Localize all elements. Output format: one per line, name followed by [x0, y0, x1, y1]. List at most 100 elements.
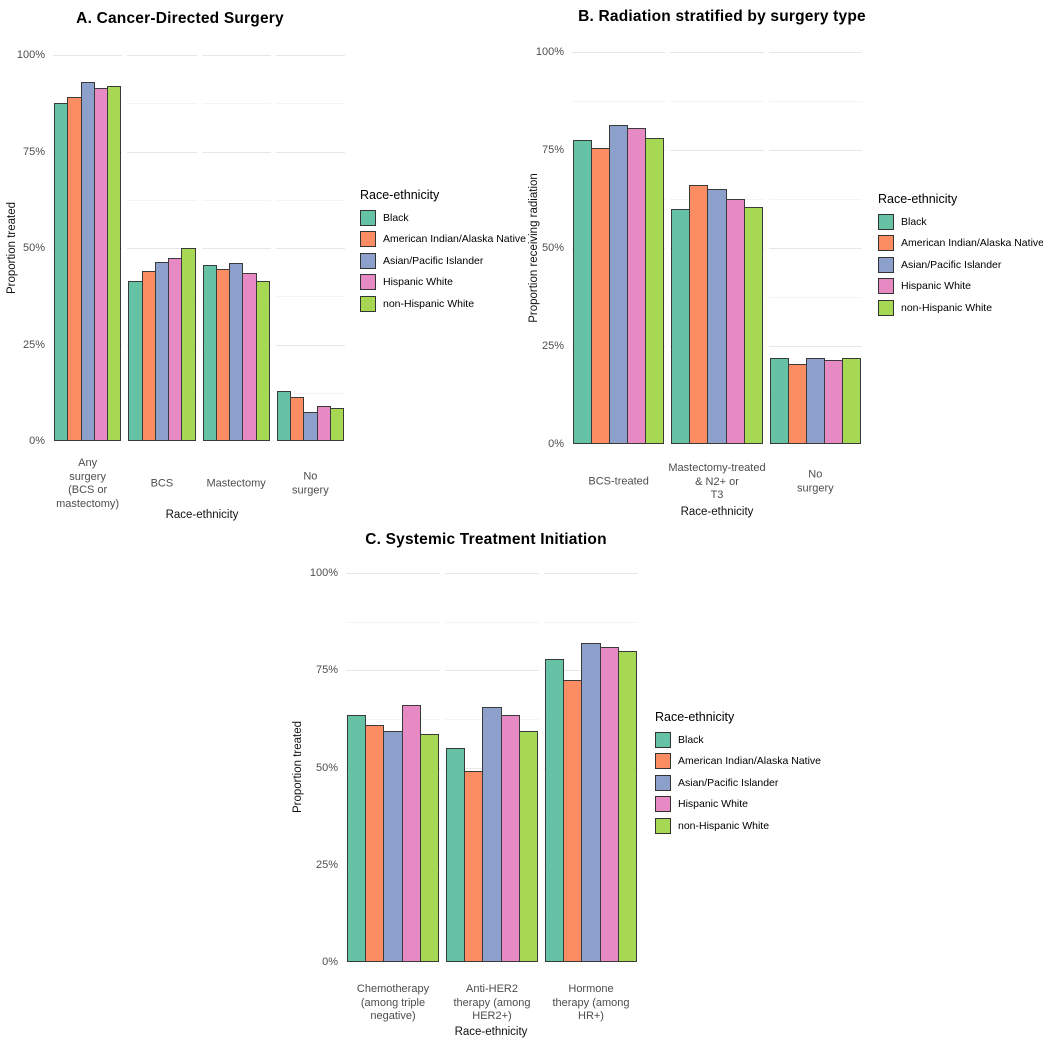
minor-gridline	[768, 297, 862, 298]
bar	[168, 257, 183, 441]
category-cell	[346, 573, 440, 962]
y-tick-label: 50%	[315, 761, 338, 774]
legend-item: Asian/Pacific Islander	[655, 774, 821, 791]
major-gridline	[275, 344, 345, 346]
legend-item-label: non-Hispanic White	[383, 297, 475, 310]
bar	[500, 715, 520, 962]
legend-swatch	[878, 235, 894, 251]
category-cell	[127, 55, 197, 441]
legend-item: Hispanic White	[655, 796, 821, 813]
bar	[202, 265, 217, 441]
y-tick-label: 25%	[541, 340, 564, 352]
legend-item: American Indian/Alaska Native	[655, 753, 821, 770]
category-cell	[572, 52, 666, 444]
major-gridline	[544, 573, 638, 574]
y-tick-label: 25%	[315, 858, 338, 871]
major-gridline	[127, 55, 197, 56]
panel-b-legend: Race-ethnicity Black American Indian/Alas…	[878, 192, 1043, 321]
minor-gridline	[544, 621, 638, 623]
bar	[80, 82, 95, 441]
minor-gridline	[768, 199, 862, 200]
legend-item-label: Asian/Pacific Islander	[901, 258, 1002, 271]
major-gridline	[768, 346, 862, 347]
major-gridline	[127, 151, 197, 153]
category-cell	[53, 55, 123, 441]
minor-gridline	[768, 101, 862, 102]
y-tick-label: 75%	[315, 664, 338, 677]
legend-item-label: Black	[901, 215, 927, 228]
panel-c-x-axis-title: Race-ethnicity	[454, 1026, 528, 1038]
bar	[823, 359, 843, 444]
major-gridline	[346, 573, 440, 574]
bar	[725, 199, 745, 444]
x-tick-label: BCS-treated	[588, 475, 649, 488]
legend-title: Race-ethnicity	[655, 710, 735, 724]
legend-swatch	[360, 231, 376, 247]
legend-item: Hispanic White	[878, 278, 1043, 295]
category-cell	[445, 573, 539, 962]
panel-c-legend: Race-ethnicity Black American Indian/Alas…	[655, 710, 821, 839]
legend-swatch	[655, 731, 671, 748]
bar	[215, 269, 230, 441]
y-tick-label: 50%	[541, 242, 564, 254]
minor-gridline	[346, 718, 440, 720]
minor-gridline	[201, 103, 271, 105]
x-tick-label: Mastectomy	[206, 477, 266, 490]
minor-gridline	[346, 621, 440, 623]
bar	[573, 140, 593, 444]
bar	[347, 715, 367, 962]
legend-item-label: Hispanic White	[383, 276, 454, 288]
bar	[645, 138, 665, 444]
bar	[689, 185, 709, 444]
major-gridline	[572, 52, 666, 53]
bar	[303, 412, 318, 441]
x-tick-label: No surgery	[796, 468, 834, 495]
minor-gridline	[445, 621, 539, 623]
legend-item: Asian/Pacific Islander	[878, 256, 1043, 273]
bar	[787, 363, 807, 444]
bar	[482, 707, 502, 962]
x-tick-label: Hormone therapy (among HR+)	[552, 982, 630, 1022]
legend-items: Black American Indian/Alaska Native Asian/…	[878, 213, 1043, 316]
x-tick-label: No surgery	[292, 470, 329, 497]
category-cell	[768, 52, 862, 444]
bar	[464, 771, 484, 962]
category-cell	[275, 55, 345, 441]
x-tick-label: Chemotherapy (among triple negative)	[356, 982, 430, 1022]
bar	[743, 206, 763, 444]
legend-items: Black American Indian/Alaska Native Asian/…	[655, 731, 821, 834]
major-gridline	[53, 55, 123, 56]
major-gridline	[201, 248, 271, 249]
legend-title: Race-ethnicity	[360, 188, 440, 202]
legend-item-label: American Indian/Alaska Native	[678, 755, 821, 767]
bar	[154, 261, 169, 441]
minor-gridline	[127, 199, 197, 201]
bar	[545, 658, 565, 962]
legend-item-label: Asian/Pacific Islander	[383, 254, 484, 267]
y-tick-label: 25%	[22, 338, 45, 351]
panel-b-plot-area	[572, 52, 862, 444]
major-gridline	[768, 52, 862, 53]
bar	[841, 357, 861, 444]
y-tick-label: 100%	[16, 49, 45, 61]
minor-gridline	[275, 199, 345, 201]
minor-gridline	[275, 296, 345, 298]
panel-b-title: B. Radiation stratified by surgery type	[578, 8, 866, 25]
category-cell	[544, 573, 638, 962]
legend-item-label: non-Hispanic White	[678, 819, 770, 832]
y-tick-label: 75%	[22, 145, 45, 158]
major-gridline	[346, 670, 440, 672]
bar	[707, 189, 727, 444]
legend-item-label: Black	[678, 733, 704, 746]
legend-item-label: Hispanic White	[678, 798, 749, 810]
legend-item: Black	[655, 731, 821, 748]
legend-item: Asian/Pacific Islander	[360, 252, 526, 269]
legend-swatch	[360, 252, 376, 269]
bar	[609, 124, 629, 444]
bar	[181, 248, 196, 441]
x-tick-label: Mastectomy-treated & N2+ or T3	[668, 461, 766, 501]
y-tick-label: 50%	[22, 242, 45, 254]
panel-a-title: A. Cancer-Directed Surgery	[76, 10, 284, 27]
minor-gridline	[275, 392, 345, 394]
legend-swatch	[878, 278, 894, 294]
